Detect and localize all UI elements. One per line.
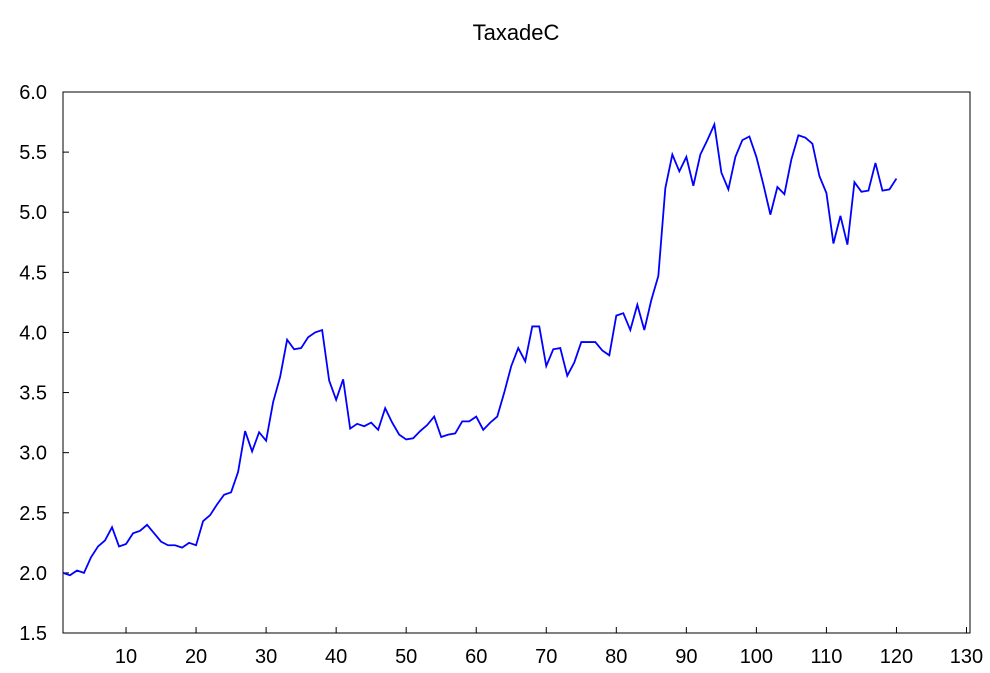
x-tick-label: 100 [740, 646, 773, 668]
x-tick-label: 90 [675, 646, 697, 668]
y-tick-label: 4.0 [19, 322, 47, 344]
y-tick-label: 2.0 [19, 563, 47, 585]
x-tick-label: 130 [950, 646, 983, 668]
x-tick-label: 40 [325, 646, 347, 668]
plot-frame [62, 91, 971, 634]
data-line [62, 121, 898, 577]
y-tick-label: 4.5 [19, 262, 47, 284]
y-tick-label: 5.5 [19, 142, 47, 164]
x-tick-label: 30 [255, 646, 277, 668]
y-tick-label: 1.5 [19, 623, 47, 645]
x-tick-label: 110 [810, 646, 842, 668]
y-tick-label: 3.5 [19, 383, 47, 405]
x-tick-label: 80 [605, 646, 627, 668]
x-tick-label: 120 [880, 646, 913, 668]
x-tick-label: 60 [465, 646, 487, 668]
x-tick-label: 50 [395, 646, 417, 668]
chart-title: TaxadeC [473, 20, 560, 45]
x-tick-label: 10 [115, 646, 137, 668]
y-tick-label: 6.0 [19, 82, 47, 104]
x-tick-label: 70 [535, 646, 557, 668]
y-tick-label: 2.5 [19, 503, 47, 525]
x-tick-label: 20 [185, 646, 207, 668]
y-tick-label: 5.0 [19, 202, 47, 224]
y-tick-label: 3.0 [19, 443, 47, 465]
